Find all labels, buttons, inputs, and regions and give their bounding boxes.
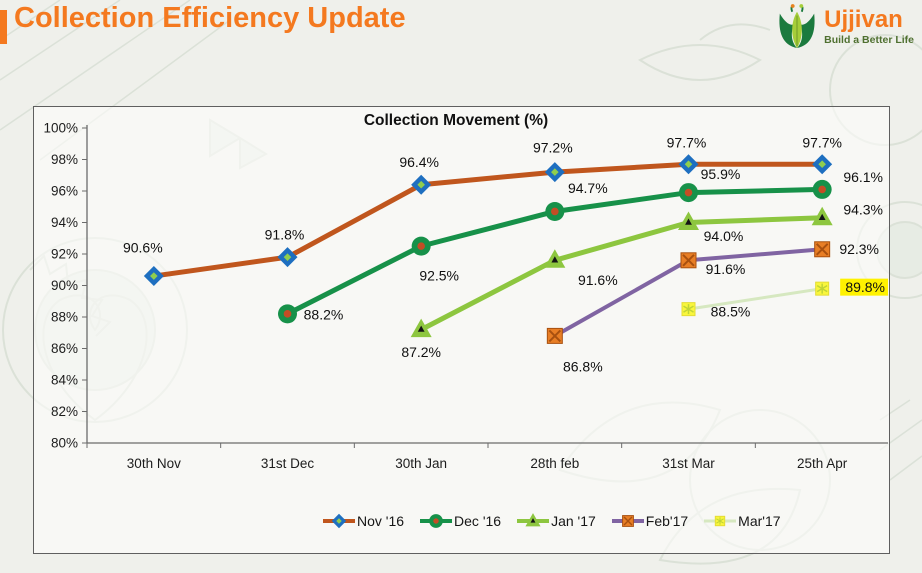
chart-title: Collection Movement (%) bbox=[364, 112, 548, 129]
legend-item-dec-16: Dec '16 bbox=[419, 512, 501, 530]
legend-item-mar-17: Mar'17 bbox=[703, 512, 781, 530]
x-tick-label: 31st Dec bbox=[261, 456, 315, 471]
y-tick-label: 88% bbox=[51, 310, 78, 325]
legend-label: Jan '17 bbox=[551, 513, 596, 529]
x-tick-label: 30th Nov bbox=[127, 456, 181, 471]
brand-logo: Ujjivan Build a Better Life bbox=[776, 3, 914, 51]
title-accent-bar bbox=[0, 10, 7, 44]
y-tick-label: 80% bbox=[51, 436, 78, 451]
brand-name: Ujjivan bbox=[824, 6, 903, 34]
y-tick-label: 82% bbox=[51, 404, 78, 419]
data-label: 91.8% bbox=[265, 227, 305, 243]
x-tick-label: 31st Mar bbox=[662, 456, 715, 471]
collection-movement-chart: Collection Movement (%) 100% 98% 96% 94% 92% 9… bbox=[43, 112, 891, 471]
legend-marker-icon bbox=[420, 514, 453, 528]
brand-tagline: Build a Better Life bbox=[824, 34, 914, 47]
data-label: 86.8% bbox=[563, 358, 603, 374]
legend-label: Feb'17 bbox=[645, 513, 689, 529]
data-label: 89.8% bbox=[845, 279, 885, 295]
data-label: 91.6% bbox=[578, 272, 618, 288]
y-tick-label: 94% bbox=[51, 215, 78, 230]
data-label: 91.6% bbox=[706, 261, 746, 277]
ujjivan-logo-icon bbox=[779, 4, 815, 49]
legend-label: Nov '16 bbox=[357, 513, 405, 529]
legend-marker-icon bbox=[611, 515, 644, 527]
y-tick-label: 90% bbox=[51, 278, 78, 293]
data-label: 88.5% bbox=[711, 304, 751, 320]
series-jan-17: 87.2% 91.6% 94.0% 94.3% bbox=[401, 201, 883, 360]
y-tick-label: 98% bbox=[51, 152, 78, 167]
axes: 100% 98% 96% 94% 92% 90% 88% 86% 84% 82% 80% 30th N… bbox=[43, 121, 890, 471]
legend-item-jan-17: Jan '17 bbox=[516, 512, 596, 530]
data-label: 88.2% bbox=[304, 306, 344, 322]
series-feb-17: 86.8% 91.6% 92.3% bbox=[546, 241, 879, 374]
y-tick-label: 92% bbox=[51, 247, 78, 262]
data-label: 94.7% bbox=[568, 180, 608, 196]
data-label: 97.7% bbox=[802, 135, 842, 151]
legend-label: Mar'17 bbox=[738, 513, 781, 529]
series-mar-17: 88.5% 89.8% bbox=[681, 278, 891, 320]
data-label: 94.3% bbox=[843, 201, 883, 217]
data-label: 90.6% bbox=[123, 240, 163, 256]
y-tick-label: 86% bbox=[51, 341, 78, 356]
y-tick-label: 96% bbox=[51, 184, 78, 199]
y-tick-label: 100% bbox=[43, 121, 78, 136]
data-label: 96.4% bbox=[399, 154, 439, 170]
x-tick-label: 30th Jan bbox=[395, 456, 447, 471]
data-label: 97.2% bbox=[533, 140, 573, 156]
legend-label: Dec '16 bbox=[454, 513, 502, 529]
data-label: 92.3% bbox=[839, 241, 879, 257]
x-tick-label: 25th Apr bbox=[797, 456, 848, 471]
data-label: 94.0% bbox=[704, 228, 744, 244]
chart-legend: Nov '16 Dec '16 Jan '17 Feb'17 Mar'17 bbox=[322, 512, 781, 530]
legend-marker-icon bbox=[517, 513, 550, 527]
chart-container: Collection Movement (%) 100% 98% 96% 94% 92% 9… bbox=[33, 106, 891, 554]
legend-item-nov-16: Nov '16 bbox=[322, 512, 404, 530]
data-label: 96.1% bbox=[843, 169, 883, 185]
legend-marker-icon bbox=[323, 513, 355, 529]
legend-marker-icon bbox=[704, 515, 737, 527]
series-dec-16: 88.2% 92.5% 94.7% 95.9% 96.1% bbox=[278, 166, 883, 324]
data-label: 97.7% bbox=[667, 135, 707, 151]
data-label: 92.5% bbox=[419, 268, 459, 284]
data-label: 87.2% bbox=[401, 344, 441, 360]
x-tick-label: 28th feb bbox=[530, 456, 579, 471]
y-tick-label: 84% bbox=[51, 373, 78, 388]
series-nov-16: 90.6% 91.8% 96.4% 97.2% 97.7% 97.7% bbox=[123, 135, 842, 287]
data-label: 95.9% bbox=[701, 166, 741, 182]
legend-item-feb-17: Feb'17 bbox=[611, 512, 688, 530]
label-highlight bbox=[840, 278, 891, 296]
page-title: Collection Efficiency Update bbox=[14, 2, 406, 34]
